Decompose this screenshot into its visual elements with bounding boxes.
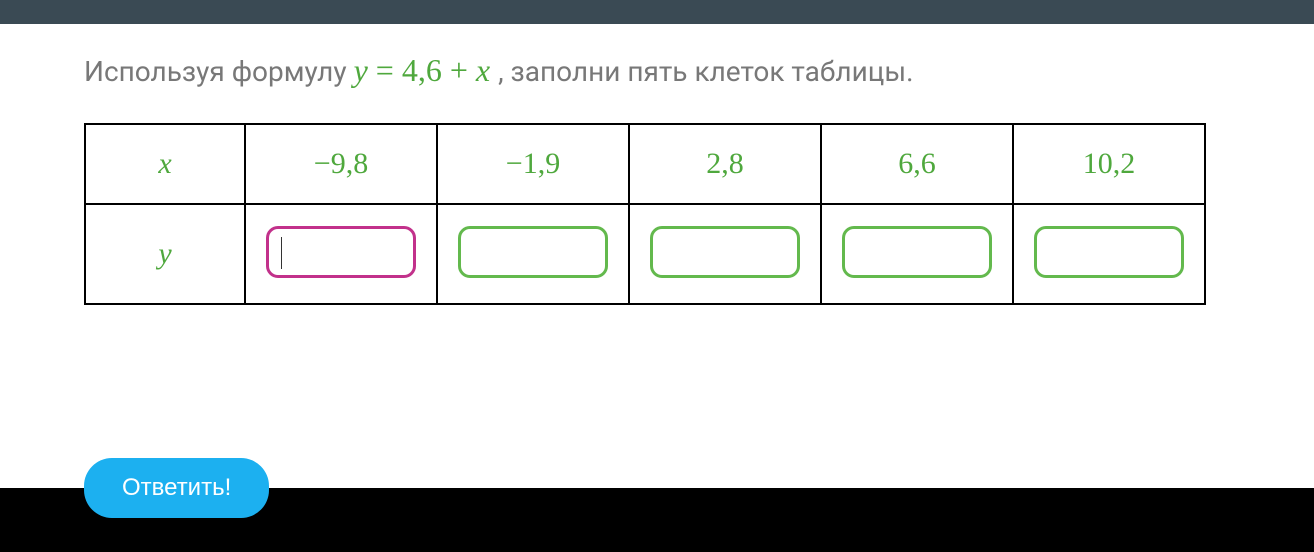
- formula-lhs: y: [354, 52, 368, 88]
- x-cell: −9,8: [245, 124, 437, 204]
- answer-input-3[interactable]: [842, 226, 992, 278]
- formula-var: x: [476, 52, 490, 88]
- answer-input-0[interactable]: [266, 226, 416, 278]
- answer-input-4[interactable]: [1034, 226, 1184, 278]
- y-cell: [437, 204, 629, 304]
- formula-eq: =: [368, 52, 402, 88]
- answer-input-1[interactable]: [458, 226, 608, 278]
- window-top-bar: [0, 0, 1314, 24]
- formula-num: 4,6: [402, 52, 442, 88]
- x-cell: −1,9: [437, 124, 629, 204]
- answer-input-2[interactable]: [650, 226, 800, 278]
- row-label-x: x: [85, 124, 245, 204]
- prompt-text-before: Используя формулу: [84, 55, 354, 88]
- exercise-page: Используя формулу y = 4,6 + x , заполни …: [0, 24, 1314, 488]
- formula-op: +: [442, 52, 476, 88]
- prompt-line: Используя формулу y = 4,6 + x , заполни …: [84, 52, 1230, 89]
- y-cell: [1013, 204, 1205, 304]
- table-row-y: y: [85, 204, 1205, 304]
- row-label-y: y: [85, 204, 245, 304]
- x-cell: 2,8: [629, 124, 821, 204]
- x-cell: 6,6: [821, 124, 1013, 204]
- values-table: x −9,8 −1,9 2,8 6,6 10,2 y: [84, 123, 1206, 305]
- prompt-text-after: , заполни пять клеток таблицы.: [498, 55, 913, 88]
- formula: y = 4,6 + x: [354, 52, 499, 88]
- y-cell: [821, 204, 1013, 304]
- submit-button[interactable]: Ответить!: [84, 458, 269, 518]
- x-cell: 10,2: [1013, 124, 1205, 204]
- table-row-x: x −9,8 −1,9 2,8 6,6 10,2: [85, 124, 1205, 204]
- y-cell: [245, 204, 437, 304]
- y-cell: [629, 204, 821, 304]
